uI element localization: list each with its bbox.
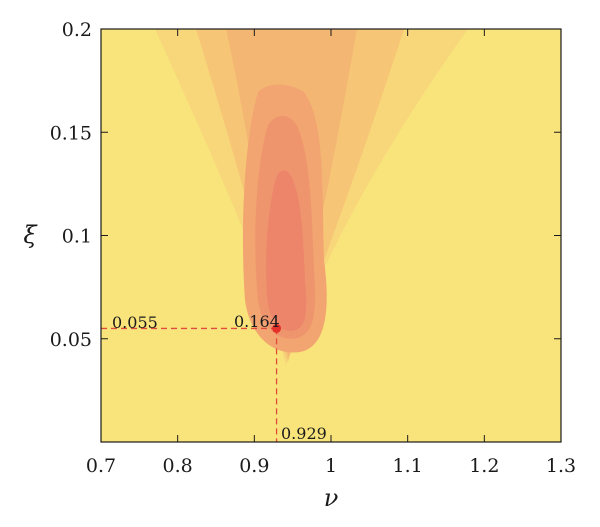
y-axis-label: ξ (23, 221, 38, 249)
x-tick-label: 1.1 (393, 455, 423, 477)
x-tick-label: 0.7 (86, 455, 116, 477)
y-tick-label: 0.1 (62, 226, 92, 248)
y-tick-label: 0.15 (50, 122, 92, 144)
contour-bands (155, 29, 468, 366)
optimum-marker (272, 323, 282, 333)
optimum-y-annotation: 0.055 (112, 313, 158, 332)
y-tick-label: 0.05 (50, 329, 92, 351)
x-tick-label: 1.3 (546, 455, 576, 477)
contour-band-6 (266, 170, 307, 331)
optimum-value-annotation: 0.164 (234, 312, 280, 331)
optimum-x-annotation: 0.929 (281, 424, 327, 443)
y-tick-label: 0.2 (62, 19, 92, 41)
x-axis-label: ν (324, 484, 339, 512)
optimum-guides (101, 323, 282, 442)
x-tick-label: 0.8 (163, 455, 193, 477)
x-tick-label: 1 (325, 455, 337, 477)
x-tick-label: 1.2 (469, 455, 499, 477)
x-tick-label: 0.9 (239, 455, 269, 477)
axis-ticks: 0.7 0.8 0.9 1 1.1 1.2 1.3 0.05 0.1 0.15 0.2 (50, 19, 576, 477)
